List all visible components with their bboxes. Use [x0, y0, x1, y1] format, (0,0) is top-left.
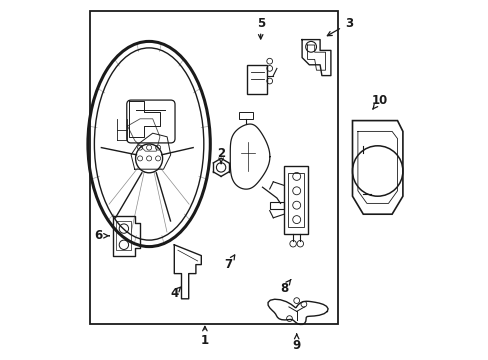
Text: 3: 3: [344, 17, 352, 30]
Text: 2: 2: [217, 147, 224, 159]
Text: 6: 6: [94, 229, 102, 242]
Bar: [239, 112, 253, 119]
Bar: [287, 173, 303, 227]
Text: 9: 9: [292, 339, 300, 352]
Bar: [89, 11, 337, 324]
Text: 10: 10: [370, 94, 387, 107]
Bar: [246, 65, 266, 94]
Text: 1: 1: [201, 334, 208, 347]
Text: 4: 4: [170, 287, 178, 300]
Text: 7: 7: [224, 258, 232, 271]
Text: 5: 5: [256, 17, 264, 30]
Text: 8: 8: [280, 282, 287, 294]
Bar: [269, 202, 284, 209]
Bar: [284, 166, 307, 234]
